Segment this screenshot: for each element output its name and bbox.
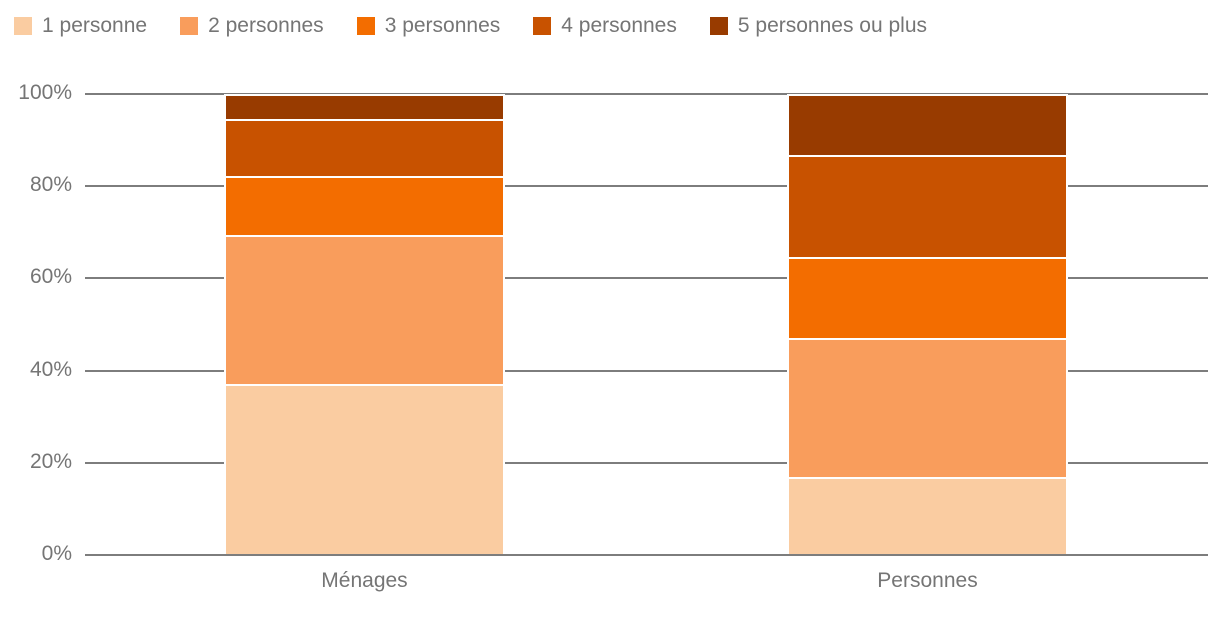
- bars-layer: [0, 94, 1220, 555]
- y-tick-label-0: 0%: [41, 542, 72, 565]
- legend-swatch-icon: [14, 17, 32, 35]
- legend-label: 5 personnes ou plus: [737, 14, 928, 37]
- x-axis-label-menages: Ménages: [321, 569, 408, 592]
- legend-label: 1 personne: [42, 14, 148, 37]
- legend-swatch-icon: [709, 17, 728, 35]
- x-axis-baseline: [85, 554, 1208, 556]
- x-axis-label-personnes: Personnes: [877, 569, 978, 592]
- gridline: [85, 461, 1208, 464]
- y-tick-label-60: 60%: [29, 265, 72, 289]
- legend-item-1[interactable]: 1 personne: [14, 14, 147, 38]
- legend-swatch-icon: [533, 17, 552, 35]
- legend: 1 personne 2 personnes 3 personnes 4 person…: [14, 14, 927, 38]
- legend-item-4[interactable]: 4 personnes: [533, 14, 677, 38]
- legend-item-5[interactable]: 5 personnes ou plus: [709, 14, 928, 38]
- gridline: [85, 93, 1208, 95]
- bar-segment-1-2[interactable]: [226, 235, 503, 384]
- legend-label: 3 personnes: [384, 14, 501, 37]
- gridline: [85, 369, 1208, 372]
- gridlines-layer: 0% 20% 40% 60% 80% 100%: [0, 81, 1220, 565]
- y-tick-label-100: 100%: [18, 81, 72, 104]
- gridline: [85, 277, 1208, 280]
- legend-label: 2 personnes: [208, 14, 324, 37]
- bar-segment-2-1[interactable]: [789, 477, 1066, 555]
- baseline-layer: [0, 94, 1220, 556]
- bar-segment-2-2[interactable]: [789, 337, 1066, 478]
- plot-area: 0% 20% 40% 60% 80% 100%: [0, 81, 1220, 565]
- stacked-bar-personnes: [787, 94, 1068, 555]
- stacked-bar-menages: [224, 94, 505, 555]
- bar-segment-1-5[interactable]: [226, 94, 503, 119]
- bar-segment-1-4[interactable]: [226, 118, 503, 177]
- bar-segment-1-1[interactable]: [226, 383, 503, 555]
- legend-swatch-icon: [180, 17, 199, 35]
- legend-label: 4 personnes: [561, 14, 677, 37]
- y-tick-label-40: 40%: [29, 357, 72, 381]
- bar-segment-1-3[interactable]: [226, 176, 503, 236]
- bar-segment-2-4[interactable]: [789, 155, 1066, 258]
- gridline: [85, 185, 1208, 188]
- legend-item-3[interactable]: 3 personnes: [356, 14, 501, 38]
- y-tick-label-20: 20%: [29, 449, 72, 473]
- y-tick-label-80: 80%: [29, 173, 72, 197]
- bar-segment-2-3[interactable]: [789, 257, 1066, 338]
- bar-segment-2-5[interactable]: [789, 94, 1066, 156]
- legend-item-2[interactable]: 2 personnes: [180, 14, 324, 38]
- legend-swatch-icon: [356, 17, 375, 35]
